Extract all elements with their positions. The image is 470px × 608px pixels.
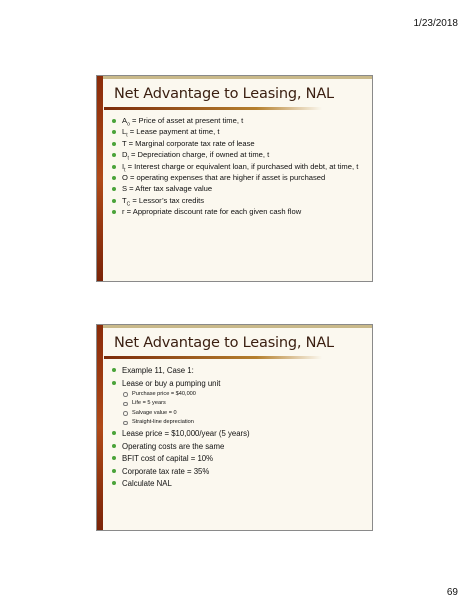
- sub-bullet-icon: [123, 401, 128, 407]
- slide-title: Net Advantage to Leasing, NAL: [104, 86, 362, 110]
- bullet-icon: [112, 368, 116, 372]
- sub-bullet-icon: [123, 420, 128, 426]
- sub-bullet-item: Salvage value = 0: [122, 409, 364, 418]
- bullet-icon: [112, 456, 116, 460]
- bullet-icon: [112, 431, 116, 435]
- slide-top-border: [103, 76, 372, 79]
- slide-title: Net Advantage to Leasing, NAL: [104, 335, 362, 359]
- bullet-item: Corporate tax rate = 35%: [111, 466, 364, 477]
- slide-2: Net Advantage to Leasing, NAL Example 11…: [96, 324, 373, 531]
- bullet-item: S = After tax salvage value: [111, 184, 364, 194]
- bullet-icon: [112, 153, 116, 158]
- bullet-item: Calculate NAL: [111, 478, 364, 489]
- bullet-icon: [112, 443, 116, 448]
- bullet-list: Example 11, Case 1: Lease or buy a pumpi…: [111, 365, 364, 491]
- bullet-icon: [112, 210, 116, 215]
- bullet-item: Dt = Depreciation charge, if owned at ti…: [111, 150, 364, 161]
- bullet-icon: [112, 198, 116, 203]
- sub-bullet-item: Purchase price = $40,000: [122, 390, 364, 399]
- bullet-item: Example 11, Case 1:: [111, 365, 364, 376]
- slide-accent-bar: [97, 325, 103, 530]
- bullet-item: Operating costs are the same: [111, 441, 364, 452]
- bullet-icon: [112, 176, 116, 181]
- bullet-item: TC = Lessor’s tax credits: [111, 196, 364, 207]
- bullet-icon: [112, 468, 116, 473]
- bullet-icon: [112, 130, 116, 135]
- bullet-item: Lease price = $10,000/year (5 years): [111, 428, 364, 439]
- slide-top-border: [103, 325, 372, 328]
- bullet-item: It = Interest charge or equivalent loan,…: [111, 162, 364, 173]
- bullet-item: T = Marginal corporate tax rate of lease: [111, 139, 364, 149]
- sub-bullet-item: Straight-line depreciation: [122, 418, 364, 427]
- bullet-item: Lt = Lease payment at time, t: [111, 127, 364, 138]
- sub-bullet-list: Purchase price = $40,000 Life = 5 years …: [122, 390, 364, 427]
- slide-1: Net Advantage to Leasing, NAL Ao = Price…: [96, 75, 373, 282]
- sub-bullet-icon: [123, 411, 128, 416]
- bullet-icon: [112, 119, 116, 123]
- bullet-icon: [112, 141, 116, 146]
- bullet-item: O = operating expenses that are higher i…: [111, 173, 364, 183]
- bullet-icon: [112, 187, 116, 192]
- page-number: 69: [446, 587, 458, 598]
- bullet-list: Ao = Price of asset at present time, t L…: [111, 116, 364, 219]
- bullet-icon: [112, 481, 116, 485]
- sub-bullet-item: Life = 5 years: [122, 399, 364, 408]
- bullet-item: r = Appropriate discount rate for each g…: [111, 207, 364, 217]
- page-date: 1/23/2018: [413, 18, 459, 29]
- bullet-item: Lease or buy a pumping unit Purchase pri…: [111, 378, 364, 427]
- bullet-icon: [112, 164, 116, 169]
- sub-bullet-icon: [123, 392, 128, 397]
- bullet-icon: [112, 380, 116, 385]
- bullet-item: Ao = Price of asset at present time, t: [111, 116, 364, 127]
- slide-accent-bar: [97, 76, 103, 281]
- bullet-item: BFIT cost of capital = 10%: [111, 453, 364, 464]
